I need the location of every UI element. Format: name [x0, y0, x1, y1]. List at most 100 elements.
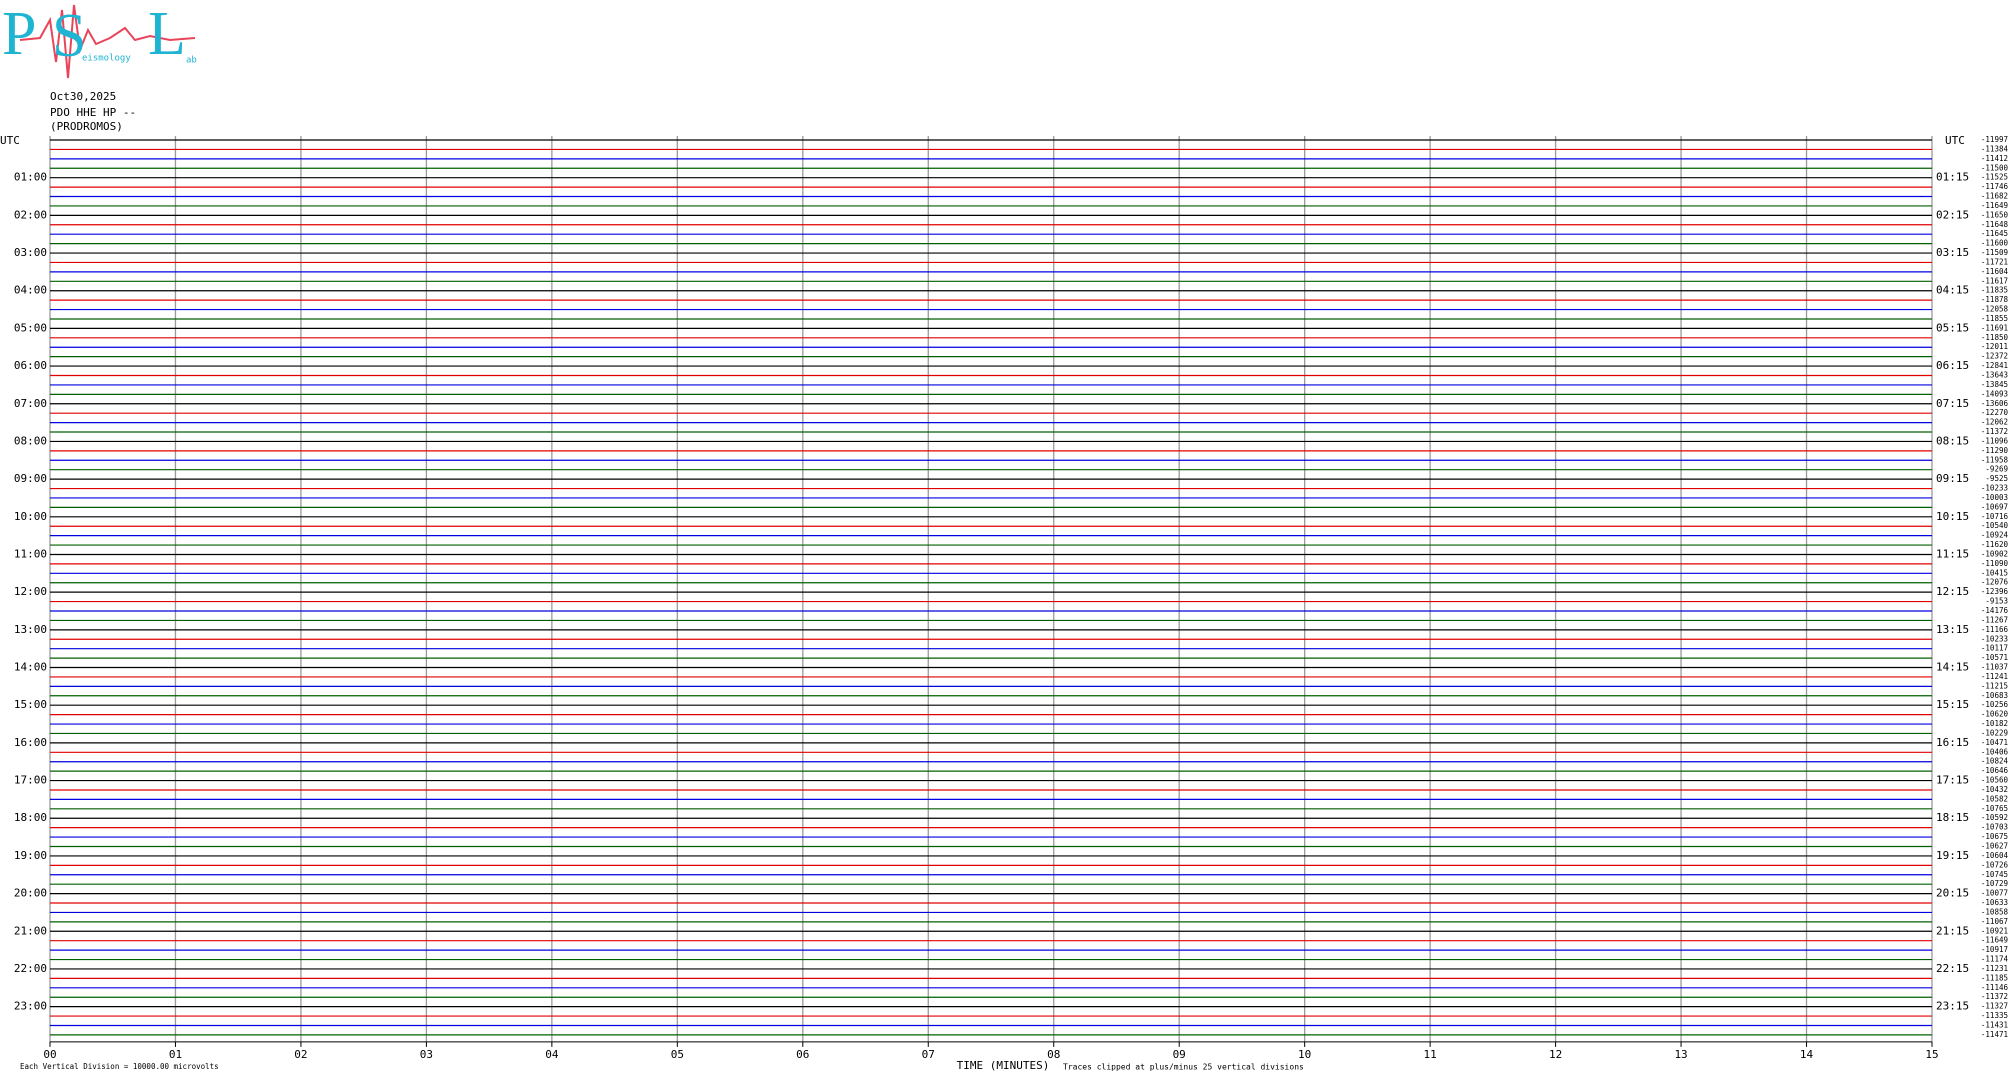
hour-label-right: 19:15: [1936, 849, 1969, 862]
trace-offset: -12062: [1981, 418, 2008, 427]
trace-offset: -10592: [1981, 813, 2008, 822]
hour-label-right: 06:15: [1936, 359, 1969, 372]
hour-label-right: 09:15: [1936, 472, 1969, 485]
logo-letter: S: [52, 2, 86, 70]
trace-offset: -10233: [1981, 634, 2008, 643]
scale-note: Each Vertical Division = 10000.00 microv…: [20, 1062, 219, 1071]
trace-offset: -14093: [1981, 389, 2008, 398]
trace-offset: -10540: [1981, 521, 2009, 530]
trace-offset: -10406: [1981, 747, 2009, 756]
x-tick-label: 06: [796, 1048, 809, 1061]
hour-label-left: 14:00: [14, 661, 47, 674]
trace-offset: -9525: [1985, 474, 2008, 483]
trace-offset: -11412: [1981, 154, 2008, 163]
trace-offset: -10571: [1981, 653, 2008, 662]
hour-label-left: 15:00: [14, 698, 47, 711]
hour-label-right: 07:15: [1936, 397, 1969, 410]
trace-offset: -13606: [1981, 399, 2009, 408]
hour-label-left: 18:00: [14, 811, 47, 824]
x-tick-label: 07: [922, 1048, 935, 1061]
hour-label-left: 17:00: [14, 774, 47, 787]
trace-offset: -11146: [1981, 983, 2009, 992]
trace-offset: -11604: [1981, 267, 2009, 276]
site: (PRODROMOS): [50, 120, 123, 133]
hour-label-left: 10:00: [14, 510, 47, 523]
trace-offset: -10683: [1981, 691, 2008, 700]
trace-offset: -10229: [1981, 728, 2008, 737]
hour-label-right: 18:15: [1936, 811, 1969, 824]
trace-offset: -11509: [1981, 248, 2008, 257]
hour-label-left: 12:00: [14, 585, 47, 598]
trace-offset: -11617: [1981, 276, 2008, 285]
trace-offset: -10729: [1981, 879, 2008, 888]
hour-label-right: 23:15: [1936, 1000, 1969, 1013]
trace-offset: -10233: [1981, 484, 2008, 493]
trace-offset: -10716: [1981, 512, 2009, 521]
x-tick-label: 08: [1047, 1048, 1060, 1061]
trace-offset: -10917: [1981, 945, 2008, 954]
trace-offset: -10432: [1981, 785, 2008, 794]
trace-offset: -11850: [1981, 333, 2009, 342]
trace-offset: -11241: [1981, 672, 2008, 681]
trace-offset: -11372: [1981, 427, 2008, 436]
hour-label-right: 15:15: [1936, 698, 1969, 711]
trace-offset: -11185: [1981, 973, 2008, 982]
trace-offset: -11166: [1981, 625, 2009, 634]
trace-offset: -11649: [1981, 936, 2008, 945]
trace-offset: -10117: [1981, 644, 2008, 653]
trace-offset: -9153: [1985, 597, 2008, 606]
trace-offset: -11037: [1981, 663, 2008, 672]
trace-offset: -10620: [1981, 710, 2009, 719]
trace-offset: -11746: [1981, 182, 2009, 191]
trace-offset: -14176: [1981, 606, 2009, 615]
trace-offset: -10703: [1981, 823, 2008, 832]
hour-label-right: 16:15: [1936, 736, 1969, 749]
x-tick-label: 09: [1173, 1048, 1186, 1061]
x-tick-label: 12: [1549, 1048, 1562, 1061]
logo: P S L eismology ab: [2, 0, 197, 79]
trace-offset: -12076: [1981, 578, 2009, 587]
trace-offset: -10471: [1981, 738, 2008, 747]
hour-label-left: 06:00: [14, 359, 47, 372]
x-axis-title: TIME (MINUTES): [957, 1059, 1050, 1072]
trace-offset: -11471: [1981, 1030, 2008, 1039]
trace-offset: -10633: [1981, 898, 2008, 907]
trace-offset: -11878: [1981, 295, 2009, 304]
x-tick-label: 01: [169, 1048, 182, 1061]
hour-label-left: 09:00: [14, 472, 47, 485]
x-tick-label: 03: [420, 1048, 433, 1061]
trace-offset: -11372: [1981, 992, 2008, 1001]
trace-offset: -11174: [1981, 955, 2009, 964]
hour-label-left: 21:00: [14, 924, 47, 937]
trace-offset: -11958: [1981, 455, 2009, 464]
hour-label-left: 08:00: [14, 434, 47, 447]
trace-offset: -13845: [1981, 380, 2008, 389]
trace-offset: -10560: [1981, 776, 2009, 785]
trace-offset: -11335: [1981, 1011, 2008, 1020]
trace-offset: -11997: [1981, 135, 2008, 144]
trace-offset: -12841: [1981, 361, 2008, 370]
trace-offset: -11691: [1981, 323, 2008, 332]
hour-label-left: 19:00: [14, 849, 47, 862]
trace-offset: -13643: [1981, 371, 2008, 380]
trace-offset: -10697: [1981, 502, 2008, 511]
hour-label-left: 05:00: [14, 321, 47, 334]
hour-label-left: 07:00: [14, 397, 47, 410]
x-tick-label: 10: [1298, 1048, 1311, 1061]
x-tick-label: 14: [1800, 1048, 1814, 1061]
hour-label-right: 08:15: [1936, 434, 1969, 447]
hour-label-right: 10:15: [1936, 510, 1969, 523]
trace-offset: -10902: [1981, 549, 2008, 558]
hour-label-left: 23:00: [14, 1000, 47, 1013]
logo-caption: ab: [186, 56, 197, 66]
trace-offset: -11682: [1981, 192, 2008, 201]
hour-label-left: 01:00: [14, 171, 47, 184]
trace-offset: -11231: [1981, 964, 2008, 973]
trace-offset: -11500: [1981, 163, 2009, 172]
hour-label-left: 03:00: [14, 246, 47, 259]
trace-offset: -11650: [1981, 210, 2009, 219]
trace-offset: -11067: [1981, 917, 2008, 926]
hour-label-right: 21:15: [1936, 924, 1969, 937]
